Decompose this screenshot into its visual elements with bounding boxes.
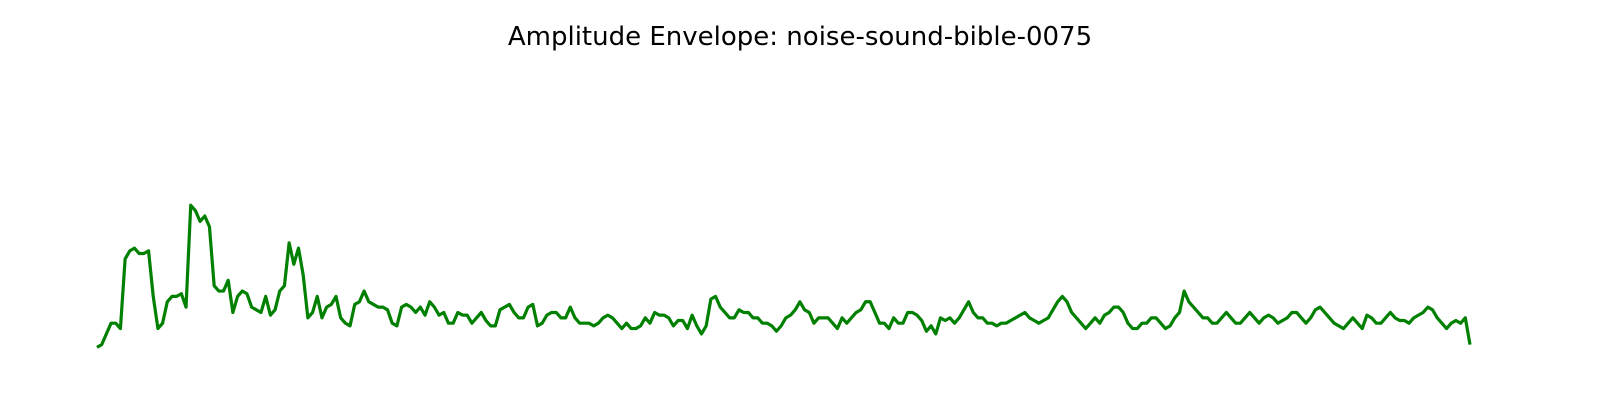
envelope-series-line bbox=[96, 203, 1472, 349]
chart-title: Amplitude Envelope: noise-sound-bible-00… bbox=[507, 22, 1093, 52]
